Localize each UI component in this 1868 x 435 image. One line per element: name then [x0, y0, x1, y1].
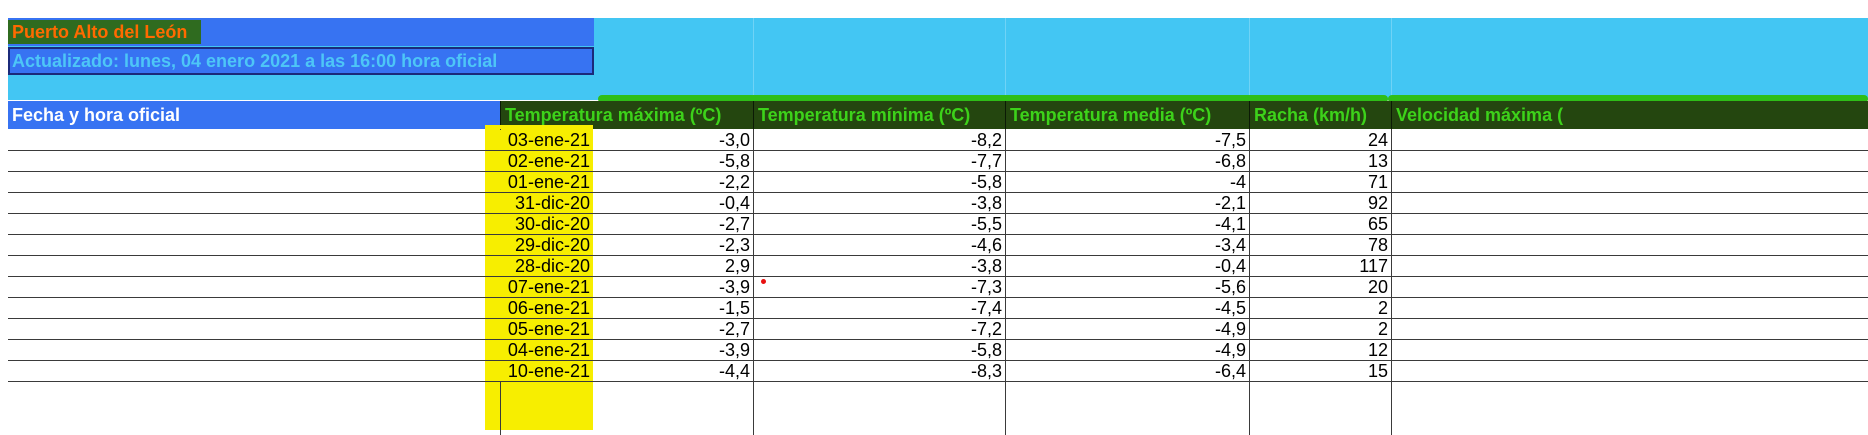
update-cell[interactable]: [8, 47, 594, 75]
table-row[interactable]: 29-dic-20 -2,3 -4,6 -3,4 78: [8, 235, 1868, 256]
table-row[interactable]: 10-ene-21 -4,4 -8,3 -6,4 15: [8, 361, 1868, 382]
band-gridline: [1391, 18, 1392, 100]
tmed-cell[interactable]: -6,4: [1214, 361, 1246, 381]
tmax-cell[interactable]: -2,2: [718, 172, 750, 192]
tmin-cell[interactable]: -8,3: [970, 361, 1002, 381]
tmed-cell[interactable]: -5,6: [1214, 277, 1246, 297]
band-gridline: [1249, 18, 1250, 100]
tmax-cell[interactable]: 2,9: [724, 256, 750, 276]
date-cell[interactable]: 29-dic-20: [485, 235, 593, 255]
tmed-cell[interactable]: -2,1: [1214, 193, 1246, 213]
date-cell[interactable]: 31-dic-20: [485, 193, 593, 213]
racha-cell[interactable]: 15: [1367, 361, 1388, 381]
tmed-cell[interactable]: -4,9: [1214, 319, 1246, 339]
tmin-cell[interactable]: -5,8: [970, 172, 1002, 192]
highlight-scribble: [598, 95, 1388, 103]
table-row[interactable]: 28-dic-20 2,9 -3,8 -0,4 117: [8, 256, 1868, 277]
column-divider: [1249, 129, 1250, 435]
table-row[interactable]: 31-dic-20 -0,4 -3,8 -2,1 92: [8, 193, 1868, 214]
red-marker: [761, 279, 766, 284]
racha-cell[interactable]: 13: [1367, 151, 1388, 171]
header-band-margin: [0, 18, 8, 100]
racha-cell[interactable]: 12: [1367, 340, 1388, 360]
tmed-cell[interactable]: -4,1: [1214, 214, 1246, 234]
table-row[interactable]: 05-ene-21 -2,7 -7,2 -4,9 2: [8, 319, 1868, 340]
tmed-cell[interactable]: -6,8: [1214, 151, 1246, 171]
date-cell[interactable]: 30-dic-20: [485, 214, 593, 234]
date-cell[interactable]: 04-ene-21: [485, 340, 593, 360]
station-title: Puerto Alto del León: [8, 20, 202, 44]
tmin-cell[interactable]: -4,6: [970, 235, 1002, 255]
date-cell[interactable]: 06-ene-21: [485, 298, 593, 318]
tmed-cell[interactable]: -7,5: [1214, 130, 1246, 150]
tmin-cell[interactable]: -5,8: [970, 340, 1002, 360]
table-row[interactable]: 04-ene-21 -3,9 -5,8 -4,9 12: [8, 340, 1868, 361]
date-cell[interactable]: 01-ene-21: [485, 172, 593, 192]
date-cell[interactable]: 03-ene-21: [485, 130, 593, 150]
table-row[interactable]: 07-ene-21 -3,9 -7,3 -5,6 20: [8, 277, 1868, 298]
tmed-cell[interactable]: -4,9: [1214, 340, 1246, 360]
tmin-cell[interactable]: -8,2: [970, 130, 1002, 150]
date-cell[interactable]: 05-ene-21: [485, 319, 593, 339]
tmax-cell[interactable]: -2,7: [718, 319, 750, 339]
tmin-cell[interactable]: -5,5: [970, 214, 1002, 234]
tmin-cell[interactable]: -3,8: [970, 193, 1002, 213]
tmed-cell[interactable]: -0,4: [1214, 256, 1246, 276]
date-cell[interactable]: 10-ene-21: [485, 361, 593, 381]
tmax-cell[interactable]: -3,0: [718, 130, 750, 150]
tmax-cell[interactable]: -2,7: [718, 214, 750, 234]
column-header-vmax[interactable]: Velocidad máxima (: [1391, 101, 1868, 129]
tmax-cell[interactable]: -1,5: [718, 298, 750, 318]
table-row[interactable]: 02-ene-21 -5,8 -7,7 -6,8 13: [8, 151, 1868, 172]
racha-cell[interactable]: 78: [1367, 235, 1388, 255]
column-header-tmed[interactable]: Temperatura media (ºC): [1005, 101, 1249, 129]
table-row[interactable]: 03-ene-21 -3,0 -8,2 -7,5 24: [8, 130, 1868, 151]
tmin-cell[interactable]: -7,7: [970, 151, 1002, 171]
column-header-racha[interactable]: Racha (km/h): [1249, 101, 1391, 129]
tmin-cell[interactable]: -7,3: [970, 277, 1002, 297]
tmin-cell[interactable]: -3,8: [970, 256, 1002, 276]
tmax-cell[interactable]: -3,9: [718, 340, 750, 360]
column-header-tmax[interactable]: Temperatura máxima (ºC): [500, 101, 753, 129]
tmin-cell[interactable]: -7,2: [970, 319, 1002, 339]
updated-label: Actualizado: lunes, 04 enero 2021 a las …: [12, 51, 498, 71]
column-header-date[interactable]: Fecha y hora oficial: [8, 101, 594, 129]
highlight-scribble: [1388, 95, 1868, 103]
column-divider: [753, 129, 754, 435]
date-cell[interactable]: 28-dic-20: [485, 256, 593, 276]
column-header-tmin[interactable]: Temperatura mínima (ºC): [753, 101, 1005, 129]
band-gridline: [1005, 18, 1006, 100]
table-row[interactable]: 06-ene-21 -1,5 -7,4 -4,5 2: [8, 298, 1868, 319]
racha-cell[interactable]: 24: [1367, 130, 1388, 150]
column-divider: [1005, 129, 1006, 435]
tmed-cell[interactable]: -4: [1229, 172, 1246, 192]
racha-cell[interactable]: 2: [1377, 319, 1388, 339]
tmax-cell[interactable]: -5,8: [718, 151, 750, 171]
tmed-cell[interactable]: -4,5: [1214, 298, 1246, 318]
tmax-cell[interactable]: -2,3: [718, 235, 750, 255]
tmed-cell[interactable]: -3,4: [1214, 235, 1246, 255]
tmax-cell[interactable]: -0,4: [718, 193, 750, 213]
racha-cell[interactable]: 20: [1367, 277, 1388, 297]
racha-cell[interactable]: 65: [1367, 214, 1388, 234]
date-cell[interactable]: 02-ene-21: [485, 151, 593, 171]
racha-cell[interactable]: 2: [1377, 298, 1388, 318]
table-row[interactable]: 01-ene-21 -2,2 -5,8 -4 71: [8, 172, 1868, 193]
column-divider: [1391, 129, 1392, 435]
racha-cell[interactable]: 71: [1367, 172, 1388, 192]
racha-cell[interactable]: 117: [1359, 256, 1388, 276]
tmin-cell[interactable]: -7,4: [970, 298, 1002, 318]
racha-cell[interactable]: 92: [1367, 193, 1388, 213]
table-row[interactable]: 30-dic-20 -2,7 -5,5 -4,1 65: [8, 214, 1868, 235]
tmax-cell[interactable]: -3,9: [718, 277, 750, 297]
tmax-cell[interactable]: -4,4: [718, 361, 750, 381]
date-cell[interactable]: 07-ene-21: [485, 277, 593, 297]
band-gridline: [753, 18, 754, 100]
